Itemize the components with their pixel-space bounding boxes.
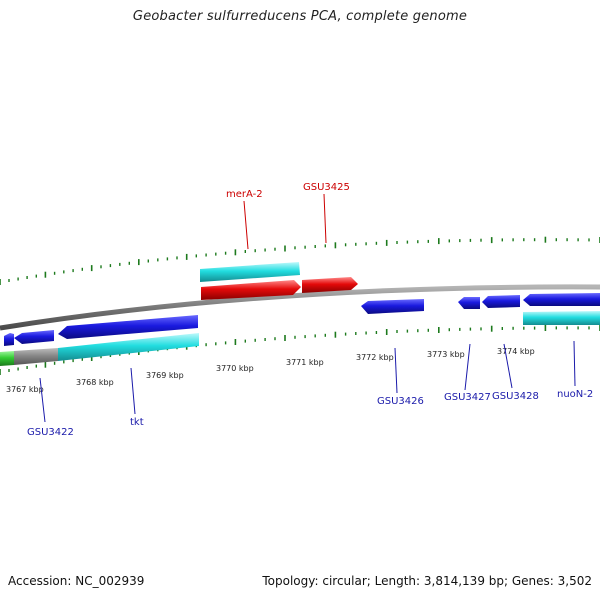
scale-labels: 3767 kbp 3768 kbp 3769 kbp 3770 kbp 3771… — [6, 347, 535, 394]
scale-label-3771: 3771 kbp — [286, 358, 324, 367]
gene-label-GSU3426[interactable]: GSU3426 — [377, 396, 424, 407]
gene-label-merA-2[interactable]: merA-2 — [226, 189, 263, 200]
gene-arrow-GSU3422b[interactable] — [14, 330, 54, 344]
feature-arrow-cyan-nuoN-2[interactable] — [523, 311, 600, 325]
gene-label-GSU3425[interactable]: GSU3425 — [303, 182, 350, 193]
leader-GSU3425 — [323, 193, 327, 244]
gene-label-GSU3428[interactable]: GSU3428 — [492, 391, 539, 402]
leader-GSU3427 — [464, 343, 471, 391]
feature-arrow-cyan-tkt[interactable] — [58, 333, 199, 361]
leader-tkt — [130, 367, 136, 415]
gene-label-GSU3427[interactable]: GSU3427 — [444, 392, 491, 403]
genome-summary-text: Topology: circular; Length: 3,814,139 bp… — [262, 574, 592, 588]
gene-label-tkt[interactable]: tkt — [130, 417, 144, 428]
scale-label-3770: 3770 kbp — [216, 364, 254, 373]
gene-leader-lines — [39, 340, 576, 423]
feature-arrow-grey[interactable] — [14, 348, 58, 365]
gene-arrow-GSU3426[interactable] — [361, 299, 424, 314]
accession-text: Accession: NC_002939 — [8, 574, 145, 588]
gene-arrow-merA-2[interactable] — [201, 280, 301, 300]
gene-leader-lines-red — [243, 193, 327, 250]
gene-arrow-GSU3422[interactable] — [4, 333, 14, 346]
gene-arrow-merA-2-cyan[interactable] — [200, 262, 300, 282]
gene-label-GSU3422[interactable]: GSU3422 — [27, 427, 74, 438]
scale-label-3773: 3773 kbp — [427, 350, 465, 359]
scale-label-3769: 3769 kbp — [146, 371, 184, 380]
leader-GSU3422 — [39, 377, 46, 423]
genome-backbone — [0, 284, 600, 331]
scale-label-3772: 3772 kbp — [356, 353, 394, 362]
feature-arrow-green[interactable] — [0, 351, 14, 366]
outer-tick-marks — [0, 236, 600, 285]
gene-label-nuoN-2[interactable]: nuoN-2 — [557, 389, 593, 400]
gene-arrow-GSU3425[interactable] — [302, 277, 358, 293]
gene-arrow-GSU3427[interactable] — [458, 297, 480, 309]
leader-merA-2 — [243, 200, 249, 250]
scale-label-3767: 3767 kbp — [6, 385, 44, 394]
gene-arrow-tkt[interactable] — [58, 315, 198, 339]
gene-arrow-GSU3428[interactable] — [482, 295, 520, 308]
leader-nuoN-2 — [573, 340, 576, 387]
page-title: Geobacter sulfurreducens PCA, complete g… — [132, 9, 468, 24]
gene-arrow-nuoN-2[interactable] — [523, 293, 600, 306]
leader-GSU3428 — [503, 343, 513, 389]
scale-label-3774: 3774 kbp — [497, 347, 535, 356]
leader-GSU3426 — [394, 347, 398, 394]
scale-label-3768: 3768 kbp — [76, 378, 114, 387]
